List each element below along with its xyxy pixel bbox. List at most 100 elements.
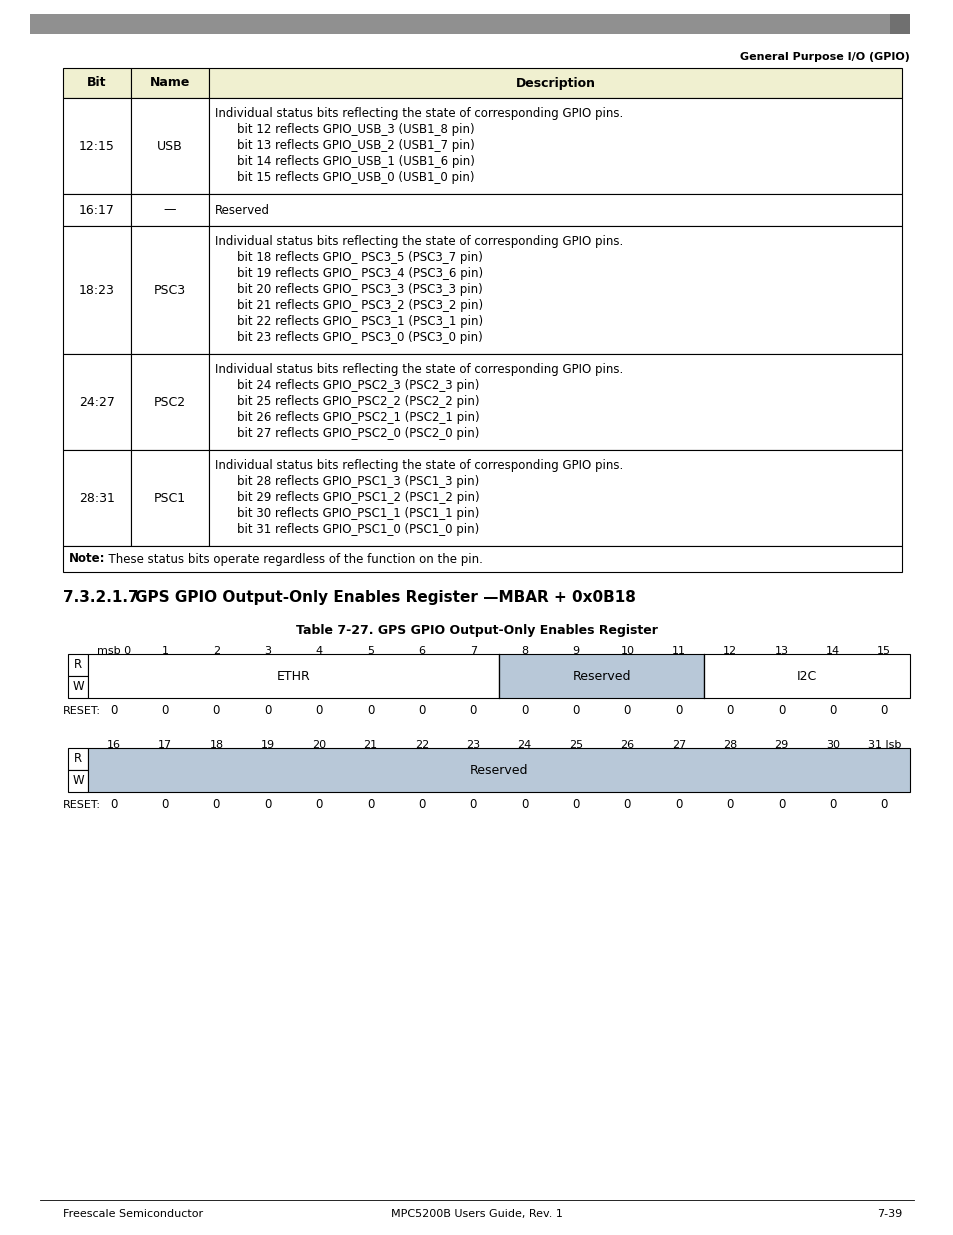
Text: 10: 10	[619, 646, 634, 656]
Bar	[209, 194, 901, 226]
Text: 28:31: 28:31	[79, 492, 114, 505]
Bar	[63, 98, 131, 194]
Text: Reserved: Reserved	[469, 763, 528, 777]
Text: 0: 0	[675, 799, 681, 811]
Text: R: R	[74, 752, 82, 766]
Text: Description: Description	[515, 77, 595, 89]
Text: W: W	[72, 774, 84, 788]
Text: 6: 6	[418, 646, 425, 656]
Text: —: —	[164, 204, 176, 216]
Text: 23: 23	[466, 740, 480, 750]
Text: USB: USB	[157, 140, 183, 152]
Bar	[63, 226, 131, 354]
Bar	[498, 655, 703, 698]
Text: I2C: I2C	[797, 669, 817, 683]
Polygon shape	[849, 14, 909, 35]
Text: 0: 0	[110, 704, 117, 718]
Bar	[63, 354, 131, 450]
Text: 16: 16	[107, 740, 121, 750]
Text: bit 13 reflects GPIO_USB_2 (USB1_7 pin): bit 13 reflects GPIO_USB_2 (USB1_7 pin)	[236, 140, 475, 152]
Text: These status bits operate regardless of the function on the pin.: These status bits operate regardless of …	[101, 552, 482, 566]
Text: 0: 0	[880, 704, 887, 718]
Text: 0: 0	[417, 799, 425, 811]
Text: bit 27 reflects GPIO_PSC2_0 (PSC2_0 pin): bit 27 reflects GPIO_PSC2_0 (PSC2_0 pin)	[236, 427, 478, 441]
Bar	[63, 450, 131, 546]
Bar	[703, 655, 909, 698]
Text: 24: 24	[517, 740, 531, 750]
Text: W: W	[72, 680, 84, 694]
Text: PSC2: PSC2	[153, 395, 186, 409]
Text: bit 12 reflects GPIO_USB_3 (USB1_8 pin): bit 12 reflects GPIO_USB_3 (USB1_8 pin)	[236, 124, 475, 137]
Text: 25: 25	[568, 740, 582, 750]
Text: 13: 13	[774, 646, 788, 656]
Text: 17: 17	[158, 740, 172, 750]
Text: 0: 0	[264, 799, 272, 811]
Text: 7: 7	[469, 646, 476, 656]
Text: 3: 3	[264, 646, 271, 656]
Text: ETHR: ETHR	[276, 669, 310, 683]
Text: RESET:: RESET:	[63, 800, 101, 810]
Bar	[131, 194, 209, 226]
Text: MPC5200B Users Guide, Rev. 1: MPC5200B Users Guide, Rev. 1	[391, 1209, 562, 1219]
Text: 20: 20	[312, 740, 326, 750]
Bar	[131, 98, 209, 194]
Text: bit 23 reflects GPIO_ PSC3_0 (PSC3_0 pin): bit 23 reflects GPIO_ PSC3_0 (PSC3_0 pin…	[236, 331, 482, 345]
Text: 15: 15	[877, 646, 890, 656]
Bar	[88, 748, 909, 792]
Text: bit 20 reflects GPIO_ PSC3_3 (PSC3_3 pin): bit 20 reflects GPIO_ PSC3_3 (PSC3_3 pin…	[236, 284, 482, 296]
Text: 8: 8	[520, 646, 528, 656]
Text: 0: 0	[520, 704, 528, 718]
Text: 18: 18	[209, 740, 223, 750]
Bar	[131, 354, 209, 450]
Text: 0: 0	[726, 704, 733, 718]
Bar	[88, 655, 498, 698]
Text: Individual status bits reflecting the state of corresponding GPIO pins.: Individual status bits reflecting the st…	[214, 459, 622, 473]
Text: 14: 14	[825, 646, 840, 656]
Text: 5: 5	[367, 646, 374, 656]
Text: 0: 0	[417, 704, 425, 718]
Bar	[131, 226, 209, 354]
Bar	[209, 98, 901, 194]
Text: 0: 0	[367, 704, 374, 718]
Text: 0: 0	[777, 704, 784, 718]
Text: 0: 0	[726, 799, 733, 811]
Text: Name: Name	[150, 77, 190, 89]
Text: 9: 9	[572, 646, 579, 656]
Text: 7-39: 7-39	[876, 1209, 901, 1219]
Text: 0: 0	[161, 799, 169, 811]
Text: bit 25 reflects GPIO_PSC2_2 (PSC2_2 pin): bit 25 reflects GPIO_PSC2_2 (PSC2_2 pin)	[236, 395, 479, 409]
Bar	[209, 226, 901, 354]
Text: 1: 1	[161, 646, 169, 656]
Text: 0: 0	[572, 704, 579, 718]
Text: bit 18 reflects GPIO_ PSC3_5 (PSC3_7 pin): bit 18 reflects GPIO_ PSC3_5 (PSC3_7 pin…	[236, 252, 482, 264]
Text: 24:27: 24:27	[79, 395, 114, 409]
Text: bit 28 reflects GPIO_PSC1_3 (PSC1_3 pin): bit 28 reflects GPIO_PSC1_3 (PSC1_3 pin)	[236, 475, 478, 489]
Bar	[63, 68, 131, 98]
Text: 0: 0	[828, 704, 836, 718]
Text: 4: 4	[315, 646, 322, 656]
Text: 0: 0	[469, 799, 476, 811]
Bar	[209, 354, 901, 450]
Text: 12:15: 12:15	[79, 140, 114, 152]
Text: bit 22 reflects GPIO_ PSC3_1 (PSC3_1 pin): bit 22 reflects GPIO_ PSC3_1 (PSC3_1 pin…	[236, 315, 482, 329]
Text: 28: 28	[722, 740, 737, 750]
Text: PSC1: PSC1	[153, 492, 186, 505]
Text: bit 29 reflects GPIO_PSC1_2 (PSC1_2 pin): bit 29 reflects GPIO_PSC1_2 (PSC1_2 pin)	[236, 492, 479, 505]
Text: 0: 0	[469, 704, 476, 718]
Text: 0: 0	[367, 799, 374, 811]
Text: 0: 0	[623, 704, 631, 718]
Text: 29: 29	[774, 740, 788, 750]
Text: Table 7-27. GPS GPIO Output-Only Enables Register: Table 7-27. GPS GPIO Output-Only Enables…	[295, 624, 658, 637]
Text: Bit: Bit	[87, 77, 107, 89]
Bar	[63, 194, 131, 226]
Text: 0: 0	[675, 704, 681, 718]
Text: Note:: Note:	[69, 552, 106, 566]
Text: 0: 0	[161, 704, 169, 718]
Text: 22: 22	[415, 740, 429, 750]
Text: 19: 19	[260, 740, 274, 750]
Text: 2: 2	[213, 646, 220, 656]
Text: 0: 0	[213, 704, 220, 718]
Text: GPS GPIO Output-Only Enables Register —MBAR + 0x0B18: GPS GPIO Output-Only Enables Register —M…	[135, 590, 636, 605]
Text: bit 24 reflects GPIO_PSC2_3 (PSC2_3 pin): bit 24 reflects GPIO_PSC2_3 (PSC2_3 pin)	[236, 379, 478, 393]
Text: 0: 0	[572, 799, 579, 811]
